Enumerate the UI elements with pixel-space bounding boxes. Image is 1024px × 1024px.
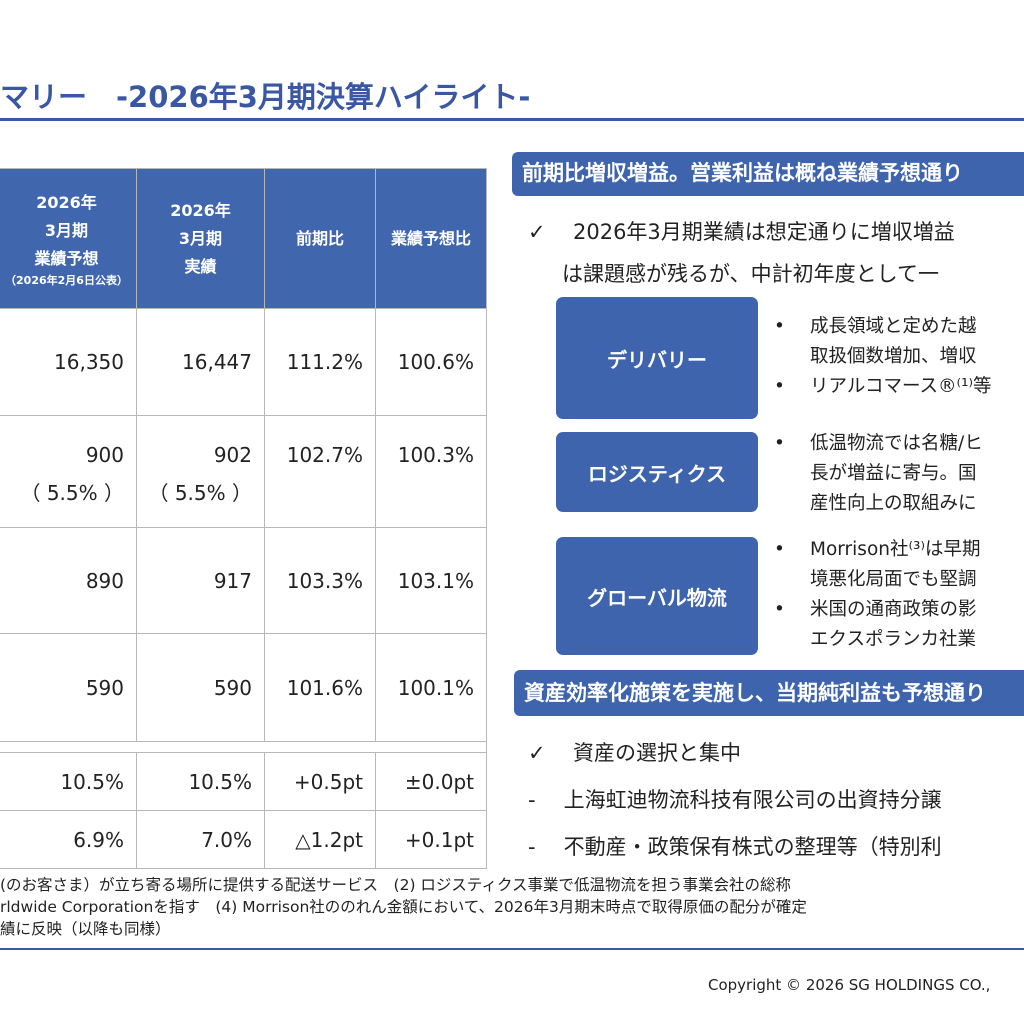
table-row: 10.5% 10.5% +0.5pt ±0.0pt xyxy=(0,752,487,811)
copyright: Copyright © 2026 SG HOLDINGS CO., xyxy=(708,976,991,994)
cell-actual: 10.5% xyxy=(136,752,265,811)
cell-vs-forecast: 100.1% xyxy=(375,633,487,742)
cell-forecast: 16,350 xyxy=(0,308,137,416)
segment-global-logistics: グローバル物流 xyxy=(556,537,758,655)
cell-yoy: 102.7% xyxy=(264,415,376,528)
table-row: 900 （ 5.5% ） 902 （ 5.5% ） 102.7% 100.3% xyxy=(0,415,487,528)
check-icon: ✓ xyxy=(528,220,546,244)
footer-divider xyxy=(0,948,1024,950)
cell-forecast: 10.5% xyxy=(0,752,137,811)
table-header-row: 2026年 3月期 業績予想 （2026年2月6日公表） 2026年 3月期 実… xyxy=(0,168,487,309)
header-forecast-note: （2026年2月6日公表） xyxy=(5,274,128,287)
table-row: 590 590 101.6% 100.1% xyxy=(0,633,487,742)
cell-yoy: △1.2pt xyxy=(264,810,376,869)
table-row: 16,350 16,447 111.2% 100.6% xyxy=(0,308,487,416)
banner-asset-efficiency: 資産効率化施策を実施し、当期純利益も予想通り xyxy=(514,670,1024,716)
segment-global-bullets: • Morrison社⁽³⁾は早期 境悪化局面でも堅調 • 米国の通商政策の影 エク… xyxy=(774,535,981,655)
cell-actual: 16,447 xyxy=(136,308,265,416)
list-item: 産性向上の取組みに xyxy=(810,493,977,514)
title-divider xyxy=(0,118,1024,121)
cell-forecast: 900 （ 5.5% ） xyxy=(0,415,137,528)
list-item: • リアルコマース®⁽¹⁾等 xyxy=(774,376,992,397)
asset-heading: ✓ 資産の選択と集中 xyxy=(528,741,741,765)
segment-delivery-bullets: • 成長領域と定めた越 取扱個数増加、増収 • リアルコマース®⁽¹⁾等 xyxy=(774,312,992,402)
results-table: 2026年 3月期 業績予想 （2026年2月6日公表） 2026年 3月期 実… xyxy=(0,168,487,869)
cell-vs-forecast: 103.1% xyxy=(375,527,487,634)
list-item: • 米国の通商政策の影 xyxy=(774,599,977,620)
page-title: マリー -2026年3月期決算ハイライト- xyxy=(0,80,531,114)
list-item: エクスポランカ社業 xyxy=(810,629,976,650)
cell-actual: 902 （ 5.5% ） xyxy=(136,415,265,528)
cell-vs-forecast: 100.3% xyxy=(375,415,487,528)
header-forecast: 2026年 3月期 業績予想 （2026年2月6日公表） xyxy=(0,168,137,309)
list-item: - 上海虹迪物流科技有限公司の出資持分譲 xyxy=(528,788,942,812)
footnotes: (のお客さま）が立ち寄る場所に提供する配送サービス (2) ロジスティクス事業で… xyxy=(0,874,807,940)
cell-yoy: 101.6% xyxy=(264,633,376,742)
list-item: 取扱個数増加、増収 xyxy=(810,346,977,367)
footnote-line: (のお客さま）が立ち寄る場所に提供する配送サービス (2) ロジスティクス事業で… xyxy=(0,876,792,894)
cell-forecast: 890 xyxy=(0,527,137,634)
cell-forecast: 590 xyxy=(0,633,137,742)
list-item: • Morrison社⁽³⁾は早期 xyxy=(774,539,981,560)
cell-vs-forecast: ±0.0pt xyxy=(375,752,487,811)
list-item: - 不動産・政策保有株式の整理等（特別利 xyxy=(528,835,942,859)
check-icon: ✓ xyxy=(528,741,546,765)
cell-vs-forecast: 100.6% xyxy=(375,308,487,416)
header-vs-forecast: 業績予想比 xyxy=(375,168,487,309)
list-item: 長が増益に寄与。国 xyxy=(810,463,977,484)
table-row: 6.9% 7.0% △1.2pt +0.1pt xyxy=(0,810,487,869)
cell-yoy: +0.5pt xyxy=(264,752,376,811)
cell-actual: 7.0% xyxy=(136,810,265,869)
segment-logistics: ロジスティクス xyxy=(556,432,758,512)
cell-actual: 917 xyxy=(136,527,265,634)
list-item: • 成長領域と定めた越 xyxy=(774,316,977,337)
summary-text: ✓ 2026年3月期業績は想定通りに増収増益 xyxy=(528,220,955,244)
list-item: 境悪化局面でも堅調 xyxy=(810,569,977,590)
segment-logistics-bullets: • 低温物流では名糖/ヒ 長が増益に寄与。国 産性向上の取組みに xyxy=(774,429,983,519)
cell-forecast: 6.9% xyxy=(0,810,137,869)
segment-delivery: デリバリー xyxy=(556,297,758,419)
cell-actual: 590 xyxy=(136,633,265,742)
summary-text-line2: は課題感が残るが、中計初年度として一 xyxy=(562,262,939,286)
header-actual: 2026年 3月期 実績 xyxy=(136,168,265,309)
footnote-line: rldwide Corporationを指す (4) Morrison社ののれん… xyxy=(0,898,807,916)
banner-revenue-profit: 前期比増収増益。営業利益は概ね業績予想通り xyxy=(512,152,1024,196)
table-row: 890 917 103.3% 103.1% xyxy=(0,527,487,634)
cell-yoy: 111.2% xyxy=(264,308,376,416)
footnote-line: 績に反映（以降も同様） xyxy=(0,920,171,938)
header-yoy: 前期比 xyxy=(264,168,376,309)
list-item: • 低温物流では名糖/ヒ xyxy=(774,433,983,454)
cell-yoy: 103.3% xyxy=(264,527,376,634)
cell-vs-forecast: +0.1pt xyxy=(375,810,487,869)
